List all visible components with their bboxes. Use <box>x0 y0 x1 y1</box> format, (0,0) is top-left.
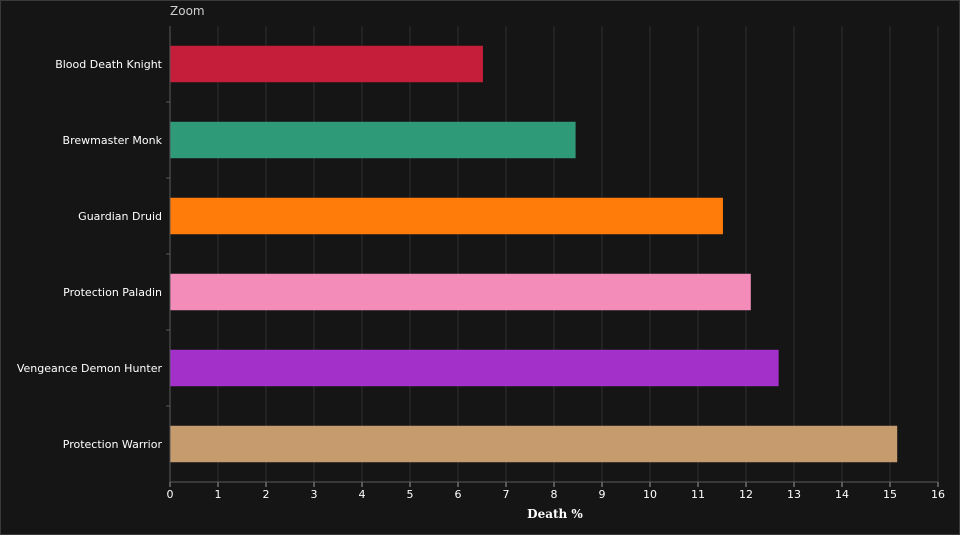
x-tick-label: 15 <box>883 488 897 501</box>
x-tick-label: 5 <box>407 488 414 501</box>
grid-lines <box>217 26 939 482</box>
bar[interactable] <box>170 45 483 83</box>
category-label: Guardian Druid <box>78 210 162 223</box>
category-label: Vengeance Demon Hunter <box>17 362 163 375</box>
category-label: Blood Death Knight <box>55 58 162 71</box>
bar[interactable] <box>170 425 898 463</box>
bar[interactable] <box>170 349 779 387</box>
x-tick-label: 10 <box>643 488 657 501</box>
category-labels: Blood Death Knight Brewmaster Monk Guardia… <box>17 58 163 451</box>
bar[interactable] <box>170 273 751 311</box>
x-tick-label: 13 <box>787 488 801 501</box>
category-label: Protection Warrior <box>63 438 163 451</box>
x-tick-label: 4 <box>359 488 366 501</box>
bars <box>170 45 898 463</box>
x-tick-label: 2 <box>263 488 270 501</box>
zoom-button[interactable]: Zoom <box>170 4 205 18</box>
x-tick-label: 12 <box>739 488 753 501</box>
x-tick-label: 7 <box>503 488 510 501</box>
x-tick-label: 8 <box>551 488 558 501</box>
category-label: Brewmaster Monk <box>63 134 163 147</box>
x-tick-label: 9 <box>599 488 606 501</box>
x-tick-label: 0 <box>167 488 174 501</box>
bar[interactable] <box>170 197 723 235</box>
x-tick-label: 14 <box>835 488 849 501</box>
bar[interactable] <box>170 121 576 159</box>
x-axis: 0 1 2 3 4 5 6 7 8 9 10 11 12 13 14 15 16 <box>166 26 945 501</box>
x-tick-label: 6 <box>455 488 462 501</box>
x-tick-label: 11 <box>691 488 705 501</box>
x-tick-label: 1 <box>215 488 222 501</box>
x-tick-label: 16 <box>931 488 945 501</box>
x-tick-label: 3 <box>311 488 318 501</box>
category-label: Protection Paladin <box>63 286 162 299</box>
x-axis-title: Death % <box>527 507 583 521</box>
